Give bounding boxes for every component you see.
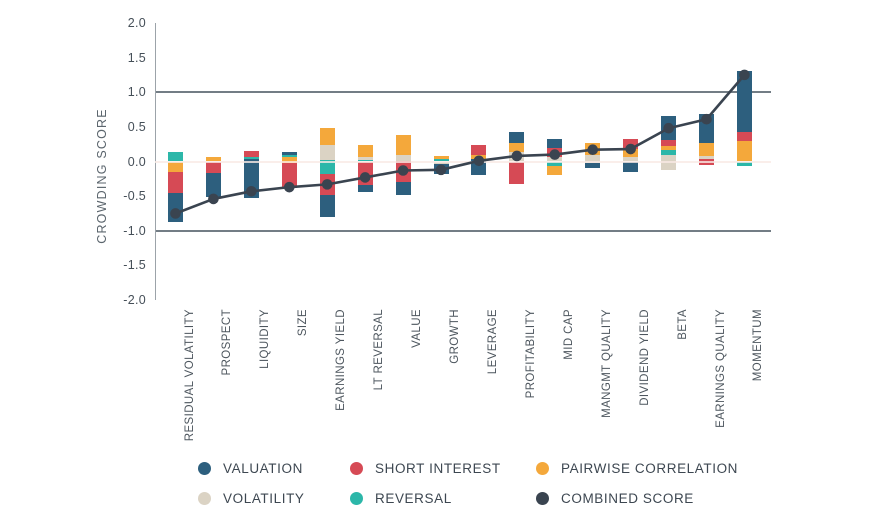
legend-item-volatility: VOLATILITY (198, 491, 350, 506)
bar-segment-short-interest (509, 161, 525, 185)
x-category-label: DIVIDEND YIELD (638, 309, 651, 406)
bar-segment-pairwise-correlation (736, 140, 752, 162)
x-category-label: PROSPECT (221, 309, 234, 376)
legend-label: COMBINED SCORE (561, 491, 694, 506)
reversal-swatch-icon (350, 492, 363, 505)
y-tick-label: 1.5 (127, 50, 146, 65)
bar-segment-volatility (699, 155, 715, 160)
bar-segment-short-interest (243, 151, 259, 157)
bar-segment-short-interest (281, 162, 297, 188)
bar-segment-pairwise-correlation (471, 155, 487, 159)
x-category-label: EARNINGS YIELD (335, 309, 348, 411)
x-category-label: VALUE (411, 309, 424, 348)
x-category-label: LT REVERSAL (373, 309, 386, 391)
bar-segment-pairwise-correlation (623, 149, 639, 157)
bar-segment-valuation (395, 181, 411, 195)
x-category-label: MANGMT QUALITY (600, 309, 613, 418)
bar-segment-valuation (243, 159, 259, 198)
bar-segment-volatility (661, 155, 677, 170)
bar-segment-short-interest (547, 148, 563, 158)
legend-label: REVERSAL (375, 491, 452, 506)
x-category-label: SIZE (297, 309, 310, 337)
bar-segment-reversal (281, 155, 297, 158)
x-category-label: MOMENTUM (752, 309, 765, 382)
bar-segment-valuation (623, 161, 639, 172)
bar-segment-short-interest (205, 161, 221, 174)
bar-segment-pairwise-correlation (547, 166, 563, 176)
bar-segment-reversal (243, 156, 259, 160)
bar-segment-short-interest (168, 171, 183, 194)
bar-segment-reversal (661, 150, 677, 156)
y-tick-label: 1.0 (127, 85, 146, 100)
bar-segment-valuation (319, 194, 335, 217)
gridline (155, 91, 771, 93)
bar-segment-valuation (433, 164, 449, 174)
volatility-swatch-icon (198, 492, 211, 505)
legend-item-combined-score: COMBINED SCORE (536, 491, 738, 506)
short-interest-swatch-icon (350, 462, 363, 475)
bar-segment-pairwise-correlation (433, 155, 449, 159)
bar-segment-short-interest (319, 173, 335, 195)
y-tick-label: 2.0 (127, 15, 146, 30)
bar-segment-valuation (168, 193, 183, 223)
bar-segment-pairwise-correlation (699, 143, 715, 156)
valuation-swatch-icon (198, 462, 211, 475)
x-category-label: MID CAP (562, 309, 575, 360)
bar-segment-short-interest (623, 138, 639, 150)
legend-item-pairwise-correlation: PAIRWISE CORRELATION (536, 461, 738, 476)
bar-segment-volatility (319, 144, 335, 161)
legend-item-valuation: VALUATION (198, 461, 350, 476)
bar-segment-pairwise-correlation (661, 146, 677, 151)
combined-score-swatch-icon (536, 492, 549, 505)
bar-segment-valuation (585, 162, 601, 169)
bar-segment-short-interest (395, 160, 411, 182)
bar-segment-pairwise-correlation (585, 143, 601, 156)
y-tick-label: -1.0 (123, 223, 146, 238)
legend-label: VOLATILITY (223, 491, 305, 506)
bar-segment-pairwise-correlation (168, 161, 183, 172)
bar-segment-short-interest (471, 144, 487, 156)
legend: VALUATION SHORT INTEREST PAIRWISE CORRELAT… (198, 461, 738, 506)
x-category-label: EARNINGS QUALITY (714, 309, 727, 428)
y-tick-label: 0.5 (127, 119, 146, 134)
gridline (155, 230, 771, 232)
legend-label: VALUATION (223, 461, 303, 476)
y-tick-label: -0.5 (123, 189, 146, 204)
x-category-label: PROFITABILITY (524, 309, 537, 399)
x-category-label: GROWTH (449, 309, 461, 364)
y-tick-label: 0.0 (127, 154, 146, 169)
bar-segment-pairwise-correlation (357, 144, 373, 158)
zero-gridline (155, 160, 771, 163)
x-category-label: LEVERAGE (486, 309, 499, 375)
combined-score-path (175, 74, 746, 215)
x-category-label: BETA (676, 309, 689, 340)
bar-segment-pairwise-correlation (509, 142, 525, 152)
bar-segment-valuation (509, 132, 525, 143)
x-category-label: LIQUIDITY (259, 309, 272, 369)
legend-label: PAIRWISE CORRELATION (561, 461, 739, 476)
bar-segment-pairwise-correlation (319, 128, 335, 145)
bar-segment-pairwise-correlation (395, 135, 411, 156)
bar-segment-valuation (699, 114, 715, 144)
bar-segment-short-interest (661, 140, 677, 147)
x-category-label: RESIDUAL VOLATILITY (183, 309, 196, 442)
legend-item-reversal: REVERSAL (350, 491, 536, 506)
bar-segment-valuation (736, 71, 752, 133)
bar-segment-valuation (357, 185, 373, 192)
bar-segment-short-interest (357, 161, 373, 186)
y-axis-title: CROWDING SCORE (95, 108, 109, 244)
bar-segment-valuation (205, 173, 221, 197)
legend-item-short-interest: SHORT INTEREST (350, 461, 536, 476)
legend-label: SHORT INTEREST (375, 461, 501, 476)
bar-segment-short-interest (736, 132, 752, 141)
pairwise-correlation-swatch-icon (536, 462, 549, 475)
bar-segment-valuation (547, 138, 563, 149)
y-tick-label: -1.5 (123, 258, 146, 273)
y-tick-label: -2.0 (123, 293, 146, 308)
bar-segment-valuation (281, 152, 297, 156)
bar-segment-valuation (661, 116, 677, 140)
